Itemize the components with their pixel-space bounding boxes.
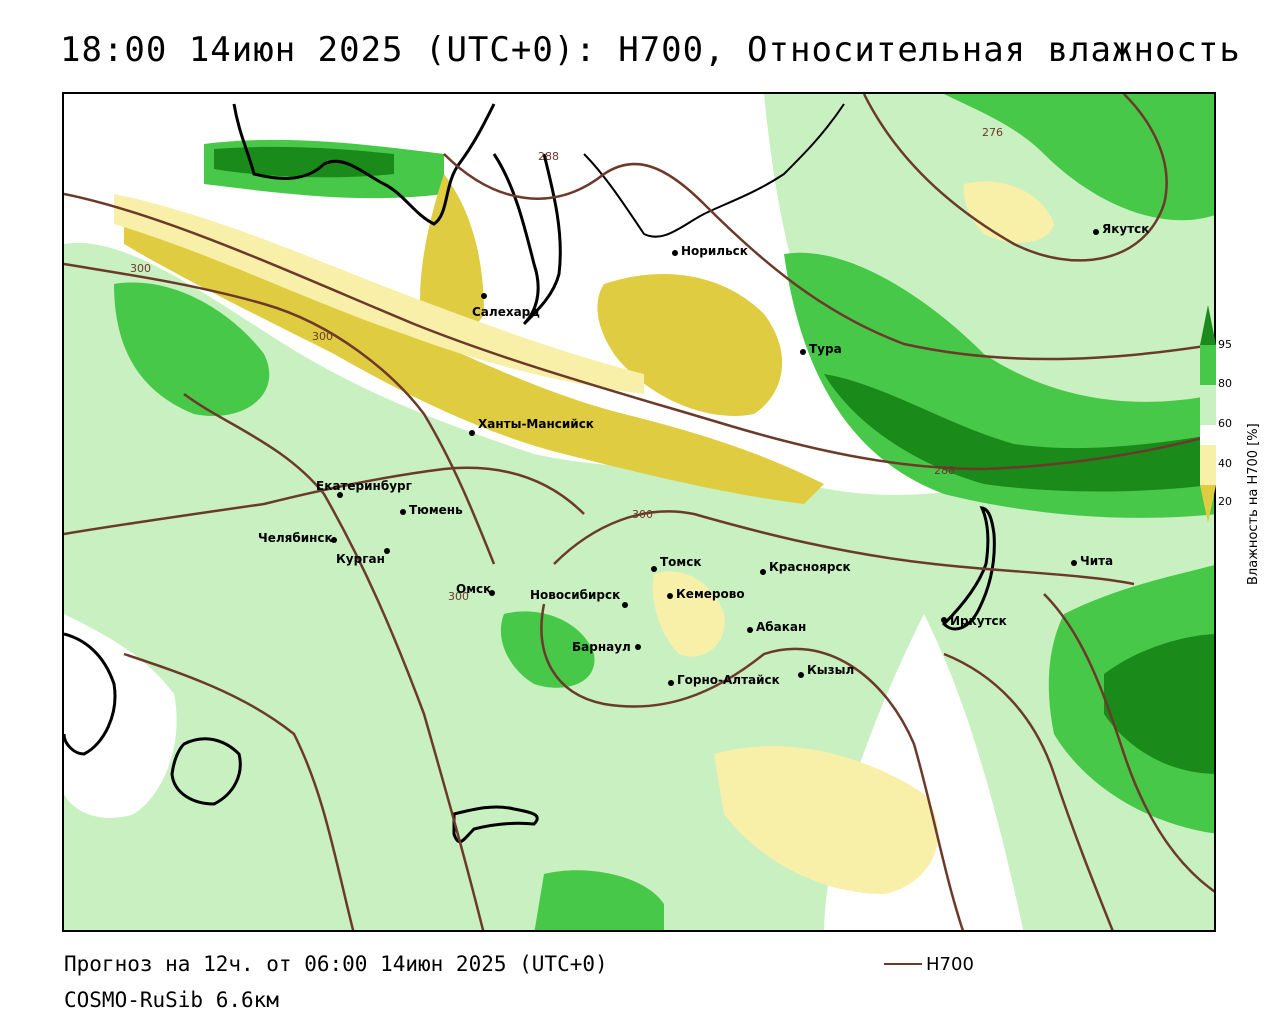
lake-baikal [941,506,996,631]
colorbar-bottom-arrow [1200,485,1216,523]
colorbar-top-arrow [1200,305,1216,345]
isoline-legend-swatch [884,963,922,965]
colorbar-band-80 [1200,385,1216,425]
isoline-300-b [64,466,585,536]
lake-balkhash [452,805,539,844]
city-dot [667,593,673,599]
humidity-zone-dark-green-southeast [1104,634,1214,774]
city-label: Кызыл [807,663,854,677]
humidity-zone-pale-yellow-center [652,571,725,657]
humidity-zone-green-top [944,94,1214,221]
colorbar-tick: 95 [1218,338,1232,351]
model-info: COSMO-RuSib 6.6км [64,988,279,1012]
humidity-zone-yellow-north [420,174,484,338]
isoline-312-b [540,603,965,930]
city-label: Тюмень [409,503,463,517]
humidity-colorbar: 95 80 60 40 20 [1200,305,1232,523]
city-dot [760,569,766,575]
coastline-kara-sea [232,103,496,226]
city-label: Томск [660,555,702,569]
city-dot [668,680,674,686]
isoline-east [943,652,1114,930]
colorbar-tick: 80 [1218,377,1232,390]
city-dot [798,672,804,678]
forecast-info: Прогноз на 12ч. от 06:00 14июн 2025 (UTC… [64,952,608,976]
isoline-300-a [64,262,496,565]
city-label: Екатеринбург [316,479,412,493]
humidity-zone-pale-yellow-south [714,746,939,894]
isoline-300-d [183,392,485,930]
city-dot [941,617,947,623]
isoline-label: 300 [130,262,151,275]
city-label: Норильск [681,244,748,258]
isoline-label: 288 [538,150,559,163]
city-label: Якутск [1102,222,1149,236]
map-panel: 276 288 288 300 300 300 300 Якутск Норил… [62,92,1216,932]
colorbar-tick: 60 [1218,417,1232,430]
city-dot [384,548,390,554]
city-dot [635,644,641,650]
city-dot [800,349,806,355]
isoline-276 [862,94,1168,262]
colorbar-tick: 20 [1218,495,1232,508]
city-dot [622,602,628,608]
isoline-east-2 [1043,593,1214,893]
city-dot [1071,560,1077,566]
city-label: Чита [1080,554,1113,568]
city-dot [337,492,343,498]
humidity-zone-pale-yellow-band [114,194,644,394]
colorbar-band-40 [1200,445,1216,485]
city-dot [489,590,495,596]
city-dot [481,293,487,299]
city-label: Омск [456,582,491,596]
city-dot [469,430,475,436]
city-label: Горно-Алтайск [677,673,780,687]
colorbar-tick: 40 [1218,457,1232,470]
aral-sea [170,737,242,806]
humidity-zone-green-west [114,282,270,416]
humidity-zone-dark-green-northwest [214,146,394,178]
coastline-yamal [492,153,562,326]
map-title: 18:00 14июн 2025 (UTC+0): H700, Относите… [60,30,1241,70]
city-label: Кемерово [676,587,745,601]
city-dot [651,566,657,572]
isoline-label: 300 [632,508,653,521]
caspian-sea [64,632,117,756]
h700-isolines [64,94,1214,930]
city-dot [747,627,753,633]
city-label: Новосибирск [530,588,620,602]
city-markers: Якутск Норильск Салехард Тура Ханты-Манс… [258,222,1149,687]
city-label: Челябинск [258,531,333,545]
isoline-label: 300 [312,330,333,343]
city-label: Тура [809,342,842,356]
city-label: Ханты-Мансийск [478,417,594,431]
city-label: Курган [336,552,385,566]
isoline-legend-label: H700 [926,954,974,975]
humidity-zone-green-bottom [534,870,664,930]
colorbar-band-60 [1200,425,1216,445]
isoline-288 [64,192,1214,471]
city-label: Салехард [472,305,540,319]
isoline-312-a [123,652,355,930]
map-canvas: 276 288 288 300 300 300 300 Якутск Норил… [64,94,1214,930]
city-label: Иркутск [950,614,1007,628]
city-dot [672,250,678,256]
colorbar-band-95 [1200,345,1216,385]
isoline-label: 300 [448,590,469,603]
colorbar-title: Влажность на H700 [%] [1246,423,1261,585]
city-dot [331,537,337,543]
isoline-300-c [553,510,1135,586]
humidity-zone-white-left [64,614,177,818]
city-label: Барнаул [572,640,631,654]
humidity-zone-dark-green-northeast [824,374,1214,492]
city-dot [400,509,406,515]
humidity-zone-green-south [500,611,595,688]
isoline-288-north [443,153,1214,361]
isoline-label: 276 [982,126,1003,139]
city-label: Красноярск [769,560,851,574]
isoline-label: 288 [934,464,955,477]
city-dot [1093,229,1099,235]
city-label: Абакан [756,620,806,634]
coastline-taymyr [583,103,845,238]
